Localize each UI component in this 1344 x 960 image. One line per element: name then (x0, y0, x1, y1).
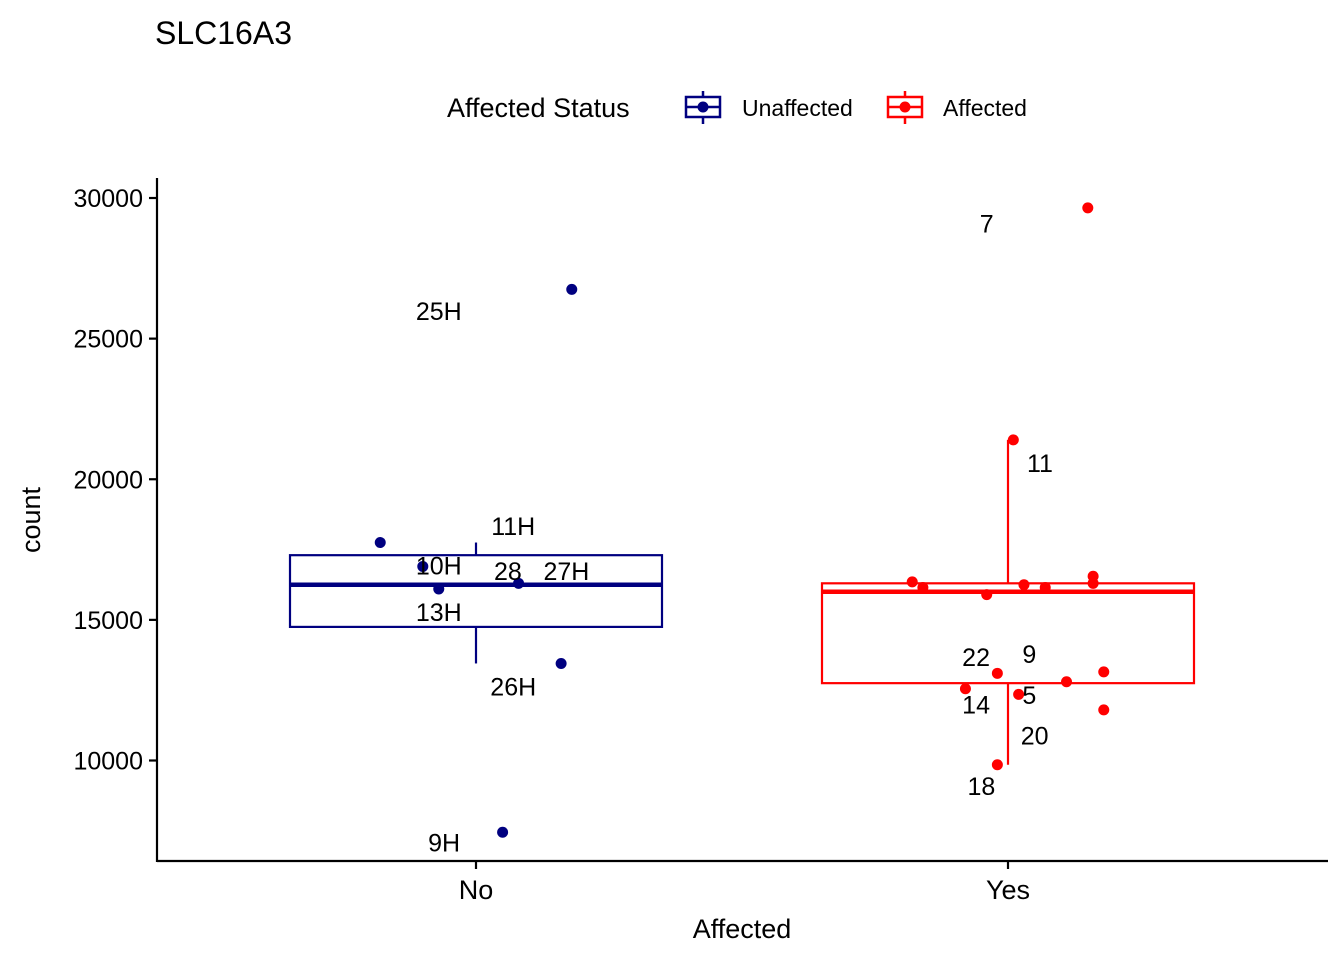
data-point (497, 826, 509, 838)
point-label: 9 (1022, 641, 1036, 669)
point-label: 13H (416, 599, 462, 627)
data-point (1082, 202, 1094, 214)
data-point (1087, 577, 1099, 589)
point-label: 7 (980, 211, 994, 239)
x-tick-label: Yes (986, 875, 1030, 905)
y-axis: 10000 15000 20000 25000 30000 (73, 178, 159, 862)
data-point (1098, 704, 1110, 716)
y-tick-label: 30000 (73, 185, 143, 213)
series-affected: 7 11 22 9 5 14 20 18 (820, 202, 1196, 801)
data-point (1039, 582, 1051, 594)
data-point (1098, 666, 1110, 678)
y-tick-label: 15000 (73, 607, 143, 635)
data-point (981, 589, 993, 601)
legend-key-affected (886, 91, 924, 124)
x-ticks: No Yes (459, 861, 1030, 905)
legend-key-unaffected (684, 91, 722, 124)
chart-title: SLC16A3 (155, 15, 292, 51)
point-label: 18 (967, 773, 995, 801)
y-tick-label: 20000 (73, 466, 143, 494)
point-label: 25H (416, 298, 462, 326)
box (288, 554, 664, 629)
data-point (1007, 434, 1019, 446)
point-label: 14 (962, 692, 990, 720)
data-point (566, 283, 578, 295)
y-tick-label: 10000 (73, 748, 143, 776)
legend-title: Affected Status (447, 93, 630, 123)
data-point (991, 759, 1003, 771)
point-label: 26H (490, 673, 536, 701)
y-tick-label: 25000 (73, 326, 143, 354)
box (820, 582, 1196, 685)
point-label: 20 (1021, 723, 1049, 751)
data-point (959, 683, 971, 695)
point-label: 22 (962, 644, 990, 672)
data-point (917, 582, 929, 594)
point-label: 27H (544, 558, 590, 586)
x-axis: No Yes (157, 859, 1328, 905)
legend: Affected Status Unaffected Affected (447, 91, 1027, 124)
data-point (433, 583, 445, 595)
x-axis-title: Affected (693, 914, 792, 944)
point-label: 11H (491, 513, 535, 541)
y-axis-title: count (16, 486, 46, 553)
data-point (417, 560, 429, 572)
y-ticks: 10000 15000 20000 25000 30000 (73, 185, 157, 776)
data-point (1013, 688, 1025, 700)
data-point (555, 657, 567, 669)
x-tick-label: No (459, 875, 494, 905)
legend-label-unaffected: Unaffected (742, 95, 853, 121)
data-point (991, 667, 1003, 679)
point-label: 11 (1027, 450, 1053, 478)
data-point (513, 577, 525, 589)
point-label: 9H (428, 829, 460, 857)
data-point (374, 537, 386, 549)
point-label: 10H (416, 552, 462, 580)
data-point (906, 576, 918, 588)
data-point (1061, 676, 1073, 688)
point-label: 28 (494, 558, 522, 586)
data-point (1018, 579, 1030, 591)
plot-area: 25H 11H 10H 28 27H 13H 26H 9H 7 11 22 9 5 14 20 18 (288, 202, 1196, 857)
legend-label-affected: Affected (943, 95, 1027, 121)
point-label: 5 (1022, 682, 1036, 710)
series-unaffected: 25H 11H 10H 28 27H 13H 26H 9H (288, 283, 664, 857)
